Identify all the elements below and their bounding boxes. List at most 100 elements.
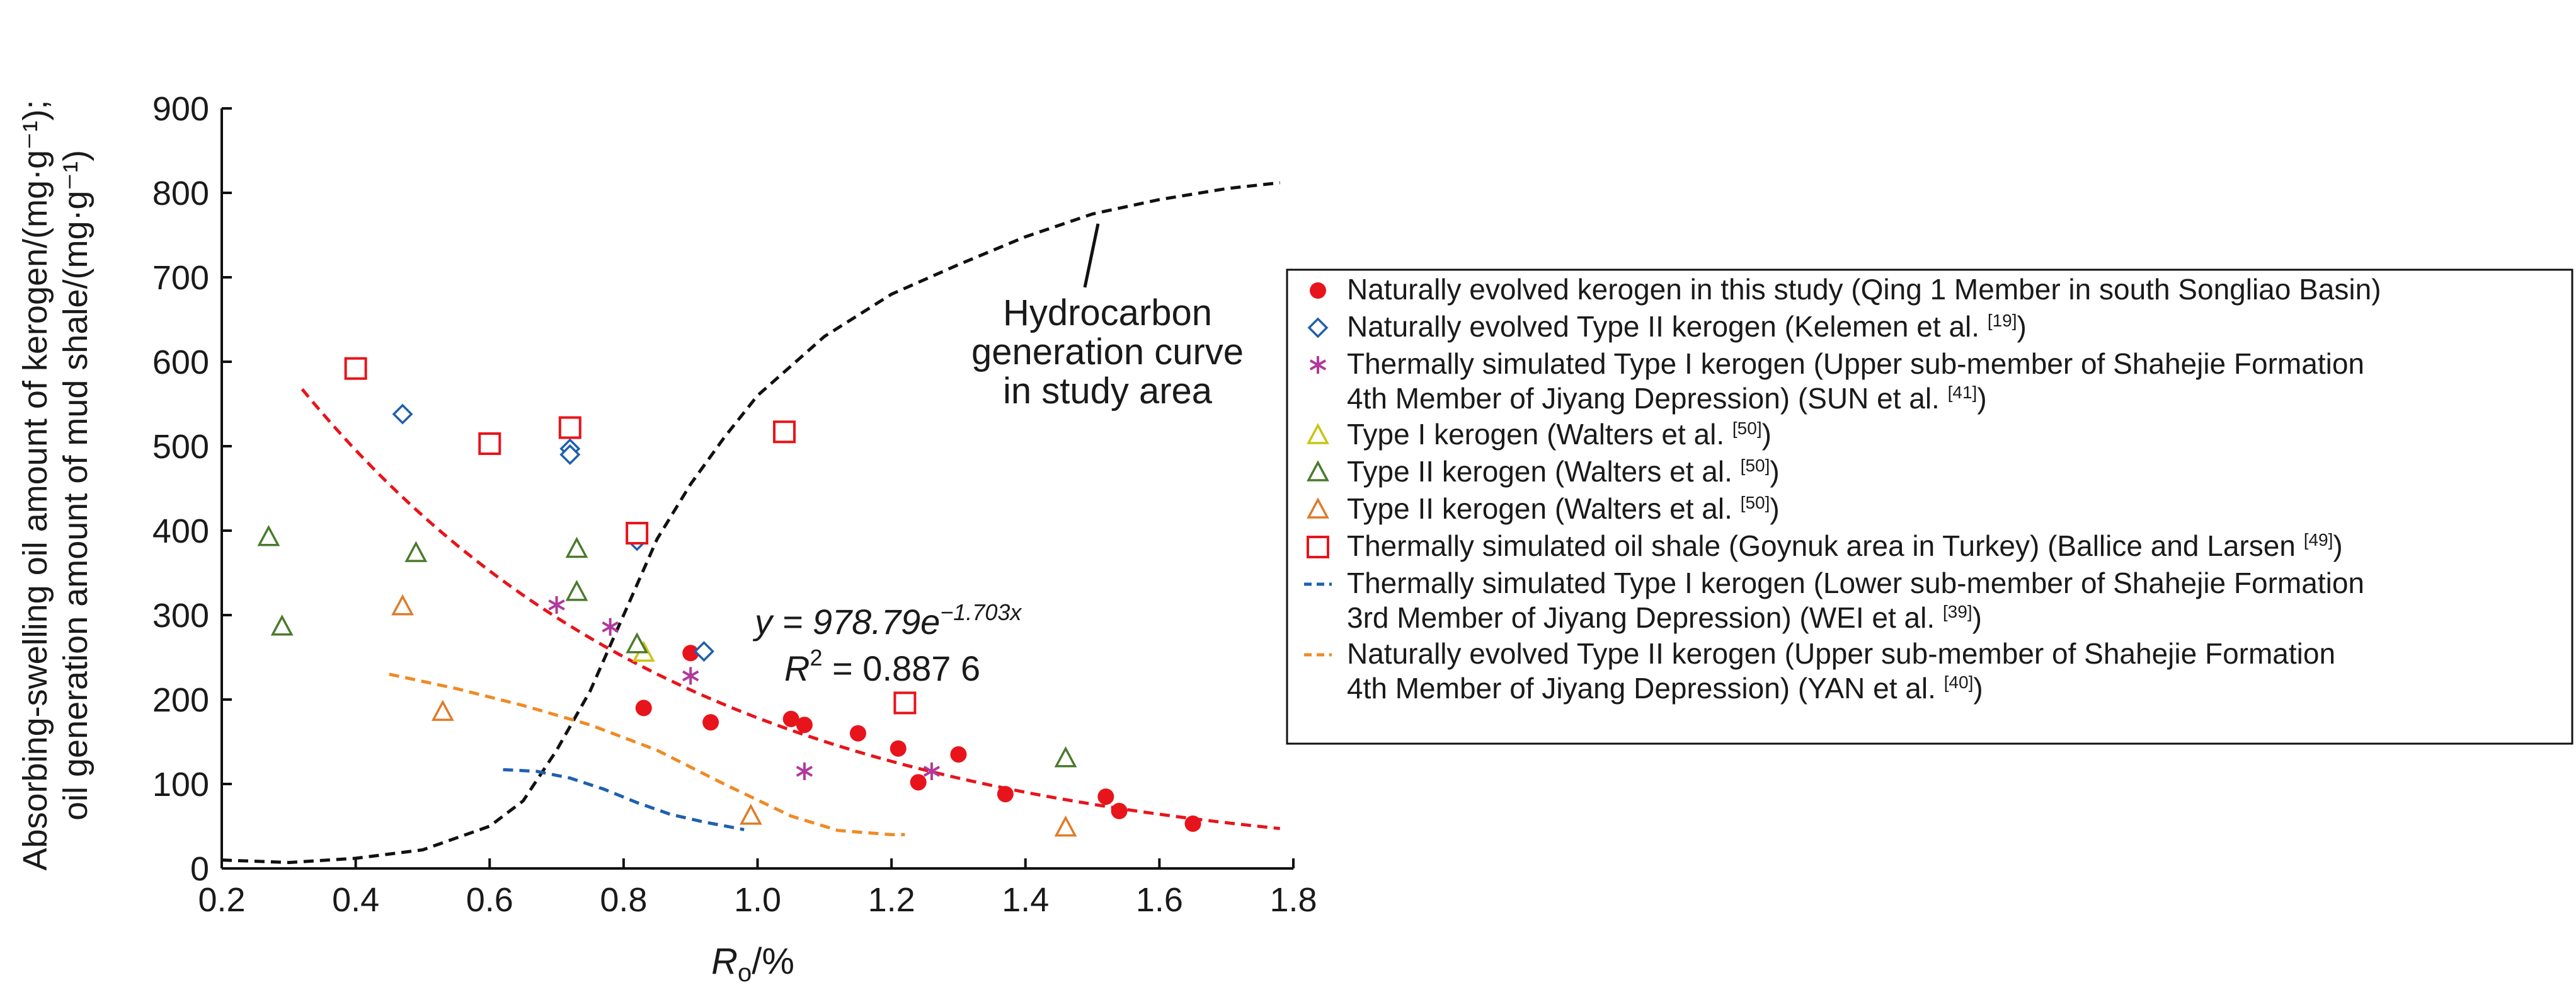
series-2-point — [923, 762, 941, 780]
series-0-point — [950, 746, 967, 763]
legend-label-0: Naturally evolved kerogen in this study … — [1347, 273, 2381, 306]
y-tick-label: 200 — [152, 681, 209, 719]
series-5-point — [1054, 815, 1077, 837]
series-4-point — [257, 525, 280, 546]
equation-text: y = 978.79e−1.703x — [752, 599, 1022, 642]
x-tick-label: 1.4 — [1002, 881, 1049, 919]
curve-label-line-1: Hydrocarbon — [1003, 292, 1212, 333]
equation-y: y = 978.79e — [752, 602, 940, 642]
legend-label-7: Thermally simulated Type I kerogen (Lowe… — [1347, 567, 2364, 599]
series-0-point — [1111, 802, 1128, 819]
series-8-line — [389, 672, 905, 836]
series-4-point — [565, 580, 588, 601]
hydrocarbon-generation-curve — [222, 181, 1280, 865]
series-0-point — [782, 710, 799, 727]
legend-frame — [1286, 268, 2573, 745]
series-0-point — [997, 786, 1014, 803]
series-4-point — [404, 541, 428, 562]
curve-label-line-3: in study area — [1003, 371, 1213, 412]
y-tick-label: 800 — [152, 175, 209, 212]
x-tick-label: 1.0 — [734, 881, 781, 919]
y-tick-label: 700 — [152, 259, 209, 297]
x-tick-label: 1.8 — [1269, 881, 1317, 919]
legend-marker-6 — [1307, 536, 1329, 558]
y-tick-label: 600 — [152, 343, 209, 381]
legend-label-4: Type II kerogen (Walters et al. [50]) — [1347, 455, 1780, 488]
series-7-line — [503, 768, 745, 831]
legend-marker-2 — [1309, 356, 1327, 374]
series-4-point — [565, 536, 588, 558]
annotation-leader-line — [1083, 223, 1100, 288]
series-4-point — [1054, 746, 1077, 768]
series-4-point — [626, 632, 649, 654]
x-tick-label: 1.2 — [868, 881, 915, 919]
x-axis-title: Ro/% — [711, 941, 794, 987]
series-2-point — [602, 618, 619, 636]
y-tick-label: 100 — [152, 766, 209, 804]
series-1-point — [392, 403, 413, 425]
y-axis-title-line-2: oil generation amount of mud shale/(mg·g… — [57, 150, 94, 821]
series-0-point — [1184, 815, 1201, 832]
series-6-point — [558, 416, 581, 439]
series-2-point — [682, 667, 699, 685]
equation-exponent: −1.703x — [940, 599, 1022, 625]
series-0-point — [682, 645, 699, 662]
legend-marker-1 — [1307, 317, 1329, 338]
legend-label-2: Thermally simulated Type I kerogen (Uppe… — [1347, 347, 2364, 380]
series-0-point — [849, 725, 866, 742]
legend-label-2: 4th Member of Jiyang Depression) (SUN et… — [1347, 382, 1987, 415]
y-tick-label: 300 — [152, 597, 209, 635]
legend-label-5: Type II kerogen (Walters et al. [50]) — [1347, 492, 1780, 525]
r2-value: = 0.887 6 — [822, 648, 980, 688]
curve-label-line-2: generation curve — [971, 331, 1244, 372]
y-tick-label: 900 — [152, 90, 209, 128]
series-5-point — [739, 804, 762, 825]
series-0-point — [635, 700, 652, 717]
series-6-point — [344, 357, 367, 380]
series-0-point — [890, 740, 907, 757]
asterisk-stroke — [796, 766, 813, 777]
series-1-point — [693, 641, 714, 662]
series-5-point — [391, 594, 414, 616]
legend-label-3: Type I kerogen (Walters et al. [50]) — [1347, 418, 1772, 451]
series-6-point — [773, 420, 796, 444]
series-1-point — [559, 444, 581, 465]
asterisk-stroke — [602, 621, 619, 633]
legend-marker-0 — [1310, 282, 1326, 299]
fit-equation: y = 978.79e−1.703x R2 = 0.887 6 — [752, 599, 1022, 688]
legend-label-1: Naturally evolved Type II kerogen (Kelem… — [1347, 310, 2027, 343]
r2-text: R2 = 0.887 6 — [784, 645, 980, 688]
x-axis-title-sub: o — [738, 959, 752, 987]
series-6-point — [478, 432, 501, 455]
asterisk-stroke — [1309, 359, 1327, 371]
x-tick-label: 0.2 — [198, 881, 245, 919]
curve-annotation: Hydrocarbon generation curve in study ar… — [971, 223, 1244, 412]
x-axis-title-unit: /% — [752, 941, 794, 982]
x-tick-label: 0.6 — [466, 881, 513, 919]
series-0-point — [702, 714, 719, 731]
asterisk-stroke — [923, 766, 941, 777]
legend: Naturally evolved kerogen in this study … — [1286, 268, 2573, 745]
series-0-point — [796, 717, 813, 734]
series-5-point — [431, 700, 454, 721]
x-tick-label: 0.4 — [332, 881, 379, 919]
legend-marker-4 — [1307, 460, 1329, 481]
y-tick-label: 500 — [152, 428, 209, 466]
series-2-point — [796, 762, 813, 780]
legend-marker-3 — [1307, 423, 1329, 444]
legend-marker-5 — [1307, 497, 1329, 519]
series-2-point — [548, 596, 565, 614]
legend-label-8: 4th Member of Jiyang Depression) (YAN et… — [1347, 672, 1983, 705]
y-tick-label: 0 — [190, 850, 209, 888]
legend-label-7: 3rd Member of Jiyang Depression) (WEI et… — [1347, 601, 1982, 634]
legend-label-6: Thermally simulated oil shale (Goynuk ar… — [1347, 529, 2343, 562]
r2-symbol: R — [784, 648, 810, 688]
series-0-point — [910, 774, 927, 791]
x-axis-title-main: R — [711, 941, 738, 982]
series-4-point — [270, 614, 294, 636]
legend-label-8: Naturally evolved Type II kerogen (Upper… — [1347, 637, 2335, 670]
series-0-point — [1097, 788, 1114, 805]
series-6-point — [893, 691, 917, 715]
r2-superscript: 2 — [810, 645, 822, 671]
